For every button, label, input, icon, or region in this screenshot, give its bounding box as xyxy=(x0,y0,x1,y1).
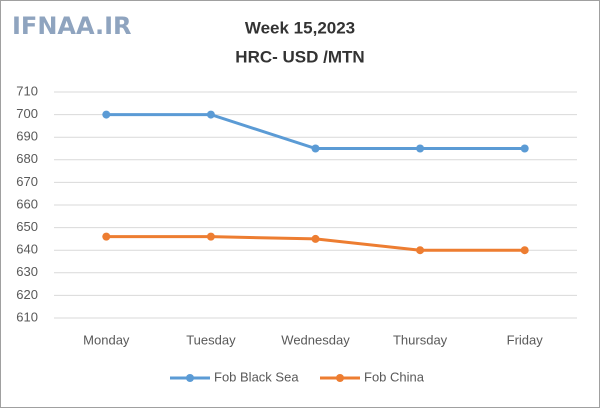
y-tick-label: 680 xyxy=(16,151,38,166)
point xyxy=(311,144,320,153)
point xyxy=(102,110,111,119)
y-tick-label: 670 xyxy=(16,174,38,189)
point xyxy=(102,232,111,241)
point xyxy=(520,246,529,255)
point xyxy=(416,246,425,255)
x-tick-label: Monday xyxy=(83,332,130,347)
y-tick-label: 690 xyxy=(16,129,38,144)
y-tick-label: 660 xyxy=(16,196,38,211)
y-tick-label: 640 xyxy=(16,242,38,257)
point xyxy=(311,234,320,243)
point xyxy=(416,144,425,153)
point xyxy=(206,232,215,241)
y-tick-label: 630 xyxy=(16,264,38,279)
x-tick-label: Friday xyxy=(507,332,544,347)
y-tick-label: 620 xyxy=(16,287,38,302)
legend-label: Fob Black Sea xyxy=(214,369,299,384)
watermark: IFNAA.IR xyxy=(12,12,132,40)
x-tick-label: Wednesday xyxy=(281,332,350,347)
y-tick-label: 610 xyxy=(16,309,38,324)
legend-marker xyxy=(336,374,344,382)
x-tick-label: Thursday xyxy=(393,332,448,347)
legend-marker xyxy=(186,374,194,382)
y-tick-label: 710 xyxy=(16,83,38,98)
point xyxy=(520,144,529,153)
y-tick-label: 650 xyxy=(16,219,38,234)
point xyxy=(206,110,215,119)
chart-subtitle: HRC- USD /MTN xyxy=(235,47,364,66)
x-tick-label: Tuesday xyxy=(186,332,236,347)
legend-label: Fob China xyxy=(364,369,425,384)
chart-title: Week 15,2023 xyxy=(245,18,355,37)
y-tick-label: 700 xyxy=(16,106,38,121)
